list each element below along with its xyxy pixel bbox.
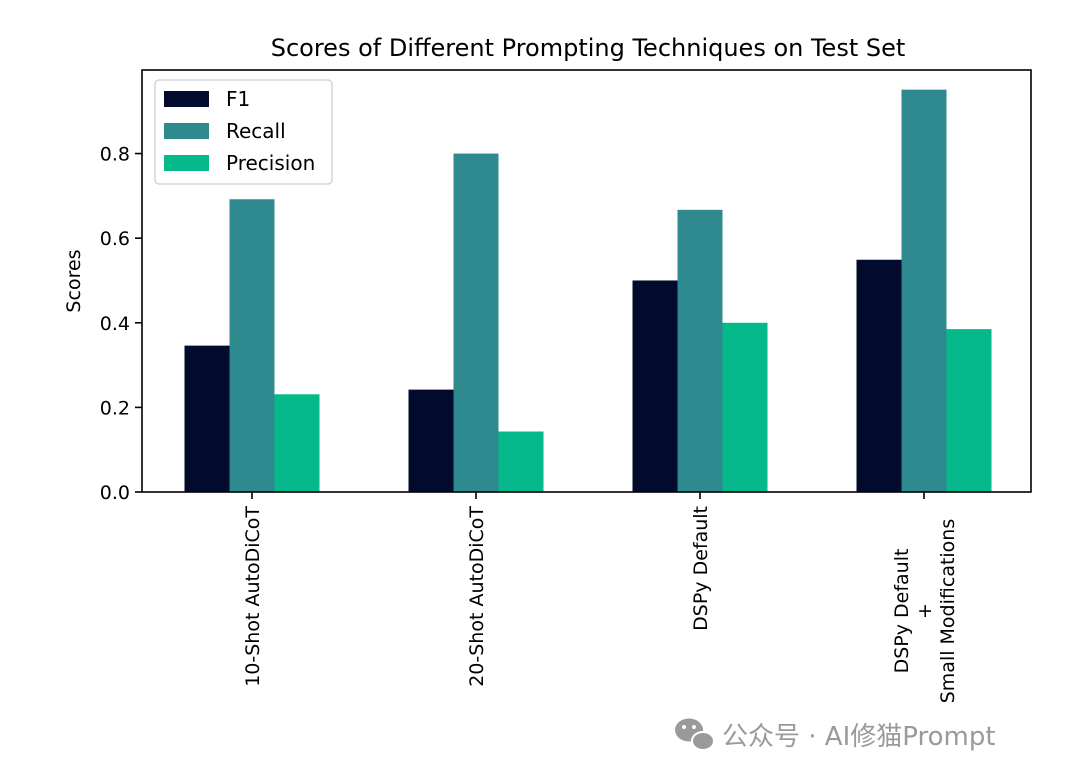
y-tick-label: 0.8: [100, 144, 130, 166]
bar-f1-2: [408, 389, 454, 492]
watermark-text: 公众号 · AI修猫Prompt: [722, 722, 996, 752]
y-tick-label: 0.0: [100, 482, 130, 504]
bar-precision-3: [722, 322, 768, 492]
bar-f1-4: [856, 259, 902, 492]
watermark: 公众号 · AI修猫Prompt: [675, 718, 996, 752]
bar-recall-2: [453, 153, 499, 492]
plot-frame: [141, 69, 1032, 493]
x-tick-label: 10-Shot AutoDiCoT: [242, 506, 264, 687]
x-tick-label: Small Modifications: [937, 519, 959, 704]
wechat-icon: [675, 718, 715, 751]
bar-precision-1: [274, 394, 320, 492]
legend-label-precision: Precision: [226, 151, 315, 175]
legend-label-f1: F1: [226, 87, 250, 111]
x-tick-label: DSPy Default: [891, 549, 913, 674]
bar-precision-4: [946, 329, 992, 492]
legend-label-recall: Recall: [226, 119, 286, 143]
x-tick-label: DSPy Default: [690, 506, 712, 631]
bar-recall-3: [677, 209, 723, 492]
y-axis-label: Scores: [63, 249, 85, 312]
y-tick-label: 0.6: [100, 228, 130, 250]
x-tick-label: 20-Shot AutoDiCoT: [466, 506, 488, 687]
legend-swatch-precision: [164, 155, 209, 171]
bar-recall-4: [901, 89, 947, 492]
legend-swatch-recall: [164, 123, 209, 139]
bar-precision-2: [498, 431, 544, 492]
bar-recall-1: [229, 199, 275, 492]
legend: F1 Recall Precision: [154, 79, 333, 185]
chart-title: Scores of Different Prompting Techniques…: [271, 34, 906, 62]
y-tick-label: 0.4: [100, 313, 130, 335]
legend-swatch-f1: [164, 91, 209, 107]
x-tick-label: +: [914, 603, 936, 619]
bar-f1-1: [184, 345, 230, 492]
y-tick-label: 0.2: [100, 397, 130, 419]
bar-f1-3: [632, 280, 678, 492]
